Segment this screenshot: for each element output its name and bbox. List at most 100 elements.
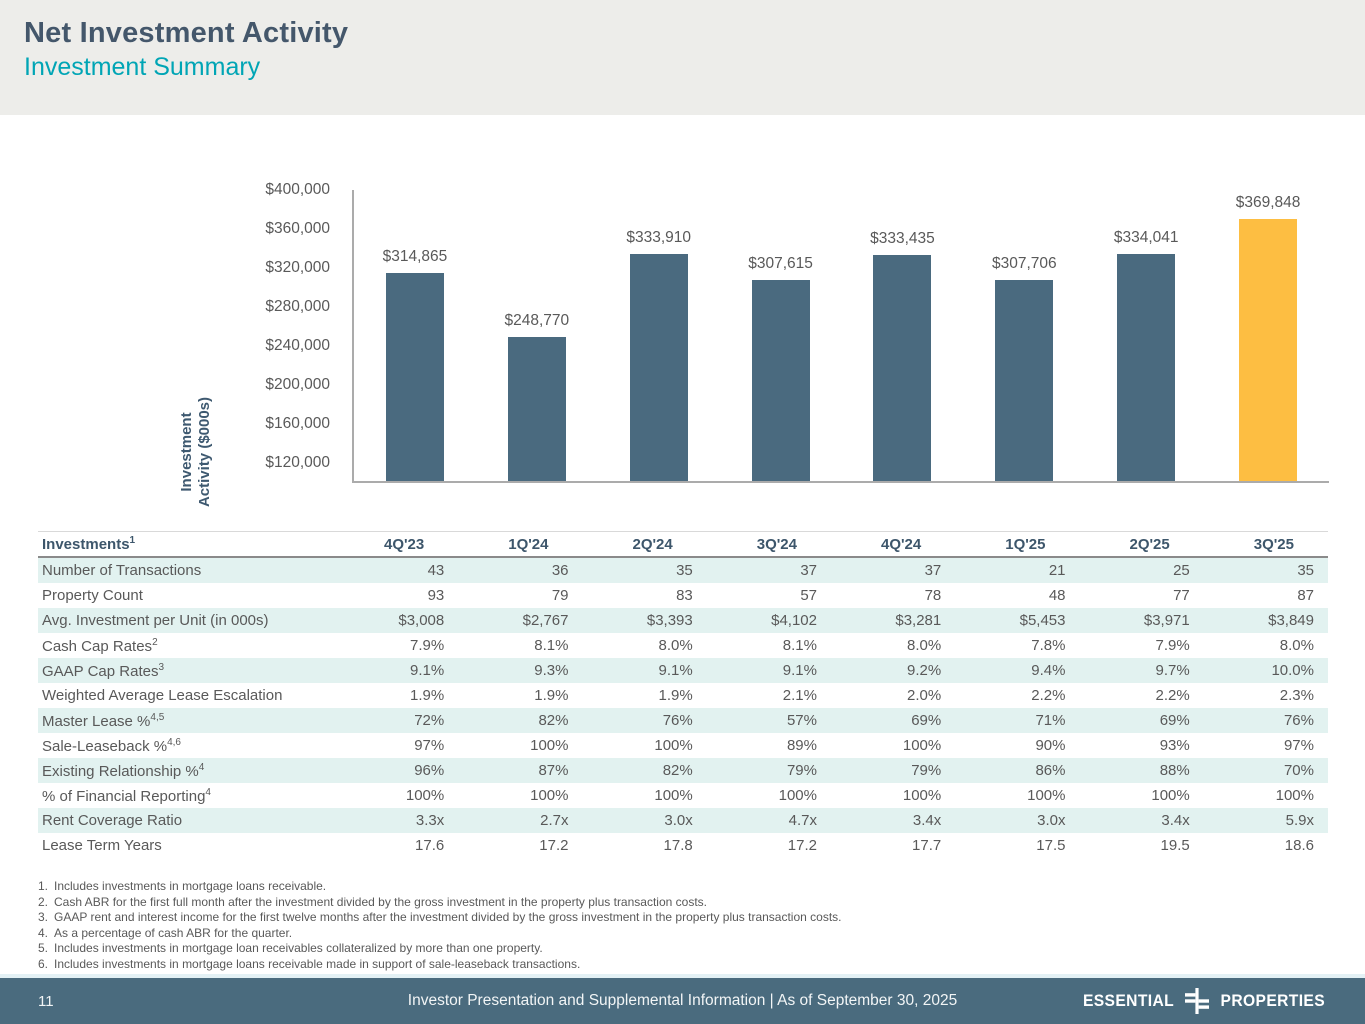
cell-value: 17.2 xyxy=(787,837,817,854)
table-row: Weighted Average Lease Escalation 1.9% 1.9… xyxy=(38,683,1328,708)
bar xyxy=(1117,253,1176,481)
cell-value: 100% xyxy=(1151,787,1190,804)
cell-value: $3,393 xyxy=(646,612,693,629)
cell-value: $5,453 xyxy=(1019,612,1066,629)
cell-value: $3,849 xyxy=(1268,612,1314,629)
cell-value: 100% xyxy=(902,737,942,754)
row-label: Existing Relationship %4 xyxy=(42,761,205,780)
bar xyxy=(751,279,810,481)
bar-value-label: $334,041 xyxy=(1113,228,1179,246)
cell-value: 97% xyxy=(414,737,445,754)
footnote-item: 4. As a percentage of cash ABR for the qu… xyxy=(38,926,1238,942)
cell-value: 25 xyxy=(1173,562,1190,579)
cell-value: 100% xyxy=(1275,787,1314,804)
investment-activity-chart: Investment Activity ($000s) $400,000 $360… xyxy=(0,115,1365,531)
row-label: Cash Cap Rates2 xyxy=(42,636,158,655)
cell-value: 70% xyxy=(1283,762,1314,779)
cell-value: 90% xyxy=(1035,737,1066,754)
cell-value: $3,971 xyxy=(1143,612,1190,629)
cell-value: 77 xyxy=(1173,587,1190,604)
cell-value: 2.1% xyxy=(782,687,817,704)
cell-value: 10.0% xyxy=(1271,662,1314,679)
cell-value: 86% xyxy=(1035,762,1066,779)
footnote-item: 5. Includes investments in mortgage loan … xyxy=(38,941,1238,957)
page-title: Net Investment Activity xyxy=(24,17,349,49)
table-row: Avg. Investment per Unit (in 000s) $3,008… xyxy=(38,608,1328,633)
table-row: Cash Cap Rates2 7.9% 8.1% 8.0% 8.1% 8.0% 7.8% 7… xyxy=(38,633,1328,658)
y-tick-label: $240,000 xyxy=(265,337,330,355)
cell-value: 100% xyxy=(530,787,569,804)
cell-value: 8.0% xyxy=(658,637,693,654)
y-tick-label: $400,000 xyxy=(265,181,330,198)
cell-value: 76% xyxy=(662,712,693,729)
page-subtitle: Investment Summary xyxy=(24,53,261,81)
cell-value: 71% xyxy=(1035,712,1066,729)
cell-value: 2.7x xyxy=(540,812,569,829)
table-row: Existing Relationship %4 96% 87% 82% 79% 79% 8… xyxy=(38,758,1328,783)
bar-value-label: $333,910 xyxy=(626,229,692,247)
cell-value: 88% xyxy=(1159,762,1190,779)
cell-value: 57% xyxy=(786,712,817,729)
cell-value: 18.6 xyxy=(1284,837,1314,854)
footnote-number: 5. xyxy=(38,941,49,955)
cell-value: 4.7x xyxy=(788,812,817,829)
cell-value: 93 xyxy=(427,587,445,604)
cell-value: 3.0x xyxy=(664,812,693,829)
cell-value: 3.4x xyxy=(912,812,942,829)
cell-value: 100% xyxy=(654,787,693,804)
bar-group: $307,706 xyxy=(992,190,1057,481)
row-label: % of Financial Reporting4 xyxy=(42,786,211,805)
footnote-text: Includes investments in mortgage loans r… xyxy=(54,879,327,893)
footnote-item: 2. Cash ABR for the first full month afte… xyxy=(38,895,1238,911)
row-label: Number of Transactions xyxy=(42,562,202,579)
cell-value: 57 xyxy=(800,587,817,604)
bar-value-label: $307,615 xyxy=(748,254,813,272)
table-row: Master Lease %4,5 72% 82% 76% 57% 69% 71% 69% 76… xyxy=(38,708,1328,733)
cell-value: 79% xyxy=(911,762,942,779)
table-row: Rent Coverage Ratio 3.3x 2.7x 3.0x 4.7x 3.4x 3… xyxy=(38,808,1328,833)
cell-value: 1.9% xyxy=(534,687,569,704)
row-label: Avg. Investment per Unit (in 000s) xyxy=(42,612,269,629)
cell-value: $3,008 xyxy=(398,612,445,629)
cell-value: 17.2 xyxy=(539,837,569,854)
cell-value: $4,102 xyxy=(771,612,817,629)
cell-value: 5.9x xyxy=(1285,812,1314,829)
logo-icon xyxy=(1185,988,1210,1014)
cell-value: 100% xyxy=(405,787,445,804)
column-header: 4Q'24 xyxy=(880,535,922,553)
cell-value: 9.2% xyxy=(907,662,942,679)
cell-value: 100% xyxy=(778,787,817,804)
bar-group: $334,041 xyxy=(1114,190,1179,481)
cell-value: 79 xyxy=(551,587,569,604)
cell-value: 37 xyxy=(924,562,942,579)
row-label: Property Count xyxy=(42,587,143,604)
cell-value: 100% xyxy=(530,737,569,754)
cell-value: 9.1% xyxy=(782,662,817,679)
row-label: Lease Term Years xyxy=(42,837,162,854)
cell-value: 9.4% xyxy=(1031,662,1066,679)
table-row: % of Financial Reporting4 100% 100% 100% 100… xyxy=(38,783,1328,808)
row-footnote-ref: 4,5 xyxy=(150,711,165,723)
cell-value: 69% xyxy=(911,712,942,729)
footnote-number: 1. xyxy=(38,879,49,893)
y-tick-label: $320,000 xyxy=(265,259,330,277)
column-header: 1Q'24 xyxy=(508,535,549,553)
table-title: Investments1 xyxy=(42,535,136,553)
page-number: 11 xyxy=(38,992,54,1010)
cell-value: 87 xyxy=(1297,587,1314,604)
cell-value: 2.3% xyxy=(1279,687,1314,704)
y-tick-label: $360,000 xyxy=(265,220,330,238)
footnote-text: GAAP rent and interest income for the fi… xyxy=(54,910,842,924)
cell-value: 17.8 xyxy=(663,837,693,854)
company-logo: ESSENTIAL PROPERTIES xyxy=(1079,988,1330,1014)
cell-value: 8.0% xyxy=(1279,637,1314,654)
bar xyxy=(873,254,932,481)
footnote-text: Cash ABR for the first full month after … xyxy=(54,894,707,909)
footnote-number: 4. xyxy=(38,925,49,940)
footnote-text: Includes investments in mortgage loans r… xyxy=(54,956,581,971)
footnote-item: 3. GAAP rent and interest income for the … xyxy=(38,910,1238,926)
footnote-number: 2. xyxy=(38,894,49,909)
row-footnote-ref: 2 xyxy=(152,636,158,648)
row-footnote-ref: 4 xyxy=(205,786,211,798)
footnote-text: As a percentage of cash ABR for the quar… xyxy=(54,925,293,940)
